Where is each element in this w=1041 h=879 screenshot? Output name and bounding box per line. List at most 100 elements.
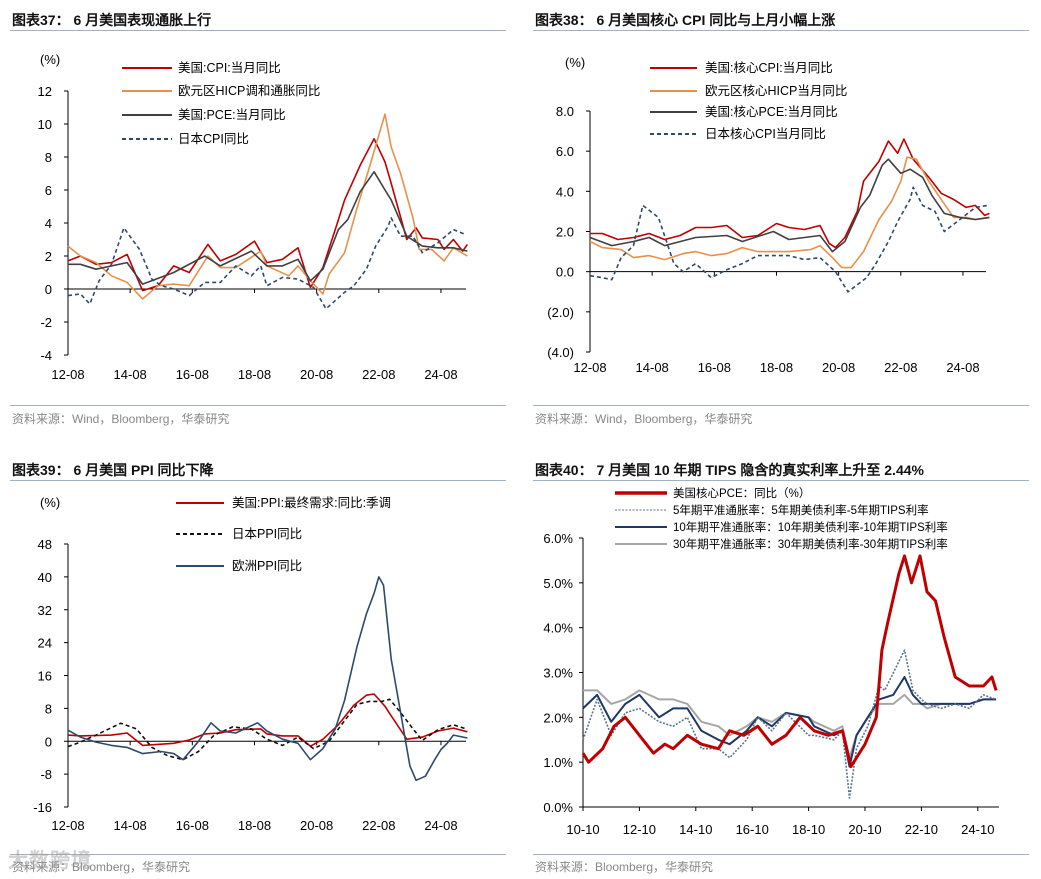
x-tick-label: 20-08 <box>300 367 333 382</box>
x-tick-label: 24-10 <box>961 822 994 837</box>
legend-label: 美国:CPI:当月同比 <box>178 61 281 75</box>
y-tick-label: 8 <box>45 701 52 716</box>
y-tick-label: 0 <box>45 734 52 749</box>
legend-label: 美国:PPI:最终需求:同比:季调 <box>232 495 391 510</box>
y-tick-label: 6.0% <box>543 531 573 546</box>
y-tick-label: 2 <box>45 249 52 264</box>
x-tick-label: 18-08 <box>238 367 271 382</box>
x-tick-label: 16-10 <box>736 822 769 837</box>
y-tick-label: -8 <box>40 767 52 782</box>
legend-label: 30年期平准通胀率：30年期美债利率-30年期TIPS利率 <box>673 537 948 551</box>
y-tick-label: 24 <box>38 636 52 651</box>
x-tick-label: 20-08 <box>822 360 855 375</box>
x-tick-label: 24-08 <box>424 818 457 833</box>
x-tick-label: 14-10 <box>679 822 712 837</box>
x-tick-label: 12-08 <box>573 360 606 375</box>
series-line-2 <box>582 676 997 768</box>
y-tick-label: (4.0) <box>547 345 574 360</box>
y-tick-label: 2.0 <box>556 225 574 240</box>
y-tick-label: 8 <box>45 150 52 165</box>
y-tick-label: (2.0) <box>547 305 574 320</box>
y-tick-label: 32 <box>38 603 52 618</box>
divider <box>533 405 1029 406</box>
x-tick-label: 16-08 <box>698 360 731 375</box>
y-axis-unit: (%) <box>40 495 60 510</box>
x-tick-label: 16-08 <box>176 818 209 833</box>
divider <box>10 480 506 481</box>
y-tick-label: 10 <box>38 117 52 132</box>
legend-label: 日本核心CPI当月同比 <box>705 127 826 141</box>
x-tick-label: 18-08 <box>760 360 793 375</box>
x-tick-label: 22-08 <box>884 360 917 375</box>
y-tick-label: -16 <box>33 800 52 815</box>
chart37-title: 图表37： 6 月美国表现通胀上行 <box>12 12 212 28</box>
y-axis-unit: (%) <box>40 52 60 67</box>
x-tick-label: 16-08 <box>176 367 209 382</box>
x-tick-label: 22-10 <box>905 822 938 837</box>
y-tick-label: 6 <box>45 183 52 198</box>
x-tick-label: 12-10 <box>623 822 656 837</box>
series-line-2 <box>68 171 468 285</box>
legend-label: 欧元区HICP调和通胀同比 <box>178 84 320 98</box>
chart38-title: 图表38： 6 月美国核心 CPI 同比与上月小幅上涨 <box>535 12 836 28</box>
x-tick-label: 14-08 <box>114 818 147 833</box>
y-tick-label: 8.0 <box>556 104 574 119</box>
legend-label: 10年期平准通胀率：10年期美债利率-10年期TIPS利率 <box>673 520 948 534</box>
x-tick-label: 22-08 <box>362 367 395 382</box>
legend-label: 美国:PCE:当月同比 <box>178 108 286 122</box>
divider <box>10 405 506 406</box>
x-tick-label: 10-10 <box>566 822 599 837</box>
chart39-source: 资料来源：Bloomberg，华泰研究 <box>12 860 191 874</box>
divider <box>533 30 1029 31</box>
series-line-1 <box>582 649 997 799</box>
y-tick-label: 4 <box>45 216 52 231</box>
series-line-3 <box>589 186 988 293</box>
y-tick-label: 5.0% <box>543 576 573 591</box>
legend-label: 日本CPI同比 <box>178 132 249 146</box>
y-axis-unit: (%) <box>565 55 585 70</box>
series-line-2 <box>589 158 990 253</box>
chart37-source: 资料来源：Wind，Bloomberg，华泰研究 <box>12 412 230 426</box>
legend-label: 欧元区核心HICP当月同比 <box>705 84 847 98</box>
series-line-3 <box>67 217 467 310</box>
divider <box>533 854 1029 855</box>
legend-label: 美国:核心PCE:当月同比 <box>705 105 838 119</box>
x-tick-label: 24-08 <box>946 360 979 375</box>
series-line-3 <box>583 689 997 759</box>
series-line-0 <box>590 138 990 249</box>
y-tick-label: 0.0% <box>543 800 573 815</box>
legend-label: 日本PPI同比 <box>232 527 302 541</box>
y-tick-label: 2.0% <box>543 710 573 725</box>
x-tick-label: 20-10 <box>848 822 881 837</box>
series-line-0 <box>67 693 468 747</box>
legend-label: 欧洲PPI同比 <box>232 559 302 573</box>
series-line-0 <box>581 554 998 769</box>
divider <box>10 30 506 31</box>
series-line-0 <box>67 138 469 292</box>
chart38-source: 资料来源：Wind，Bloomberg，华泰研究 <box>535 412 753 426</box>
series-line-2 <box>67 576 468 782</box>
divider <box>10 854 506 855</box>
x-tick-label: 18-08 <box>238 818 271 833</box>
y-tick-label: 4.0% <box>543 621 573 636</box>
series-line-1 <box>589 156 990 269</box>
x-tick-label: 22-08 <box>362 818 395 833</box>
y-tick-label: 16 <box>38 669 52 684</box>
x-tick-label: 14-08 <box>636 360 669 375</box>
y-tick-label: -4 <box>40 348 52 363</box>
legend-label: 美国:核心CPI:当月同比 <box>705 61 833 75</box>
y-tick-label: 4.0 <box>556 184 574 199</box>
legend-label: 5年期平准通胀率：5年期美债利率-5年期TIPS利率 <box>673 503 929 517</box>
chart40-title: 图表40： 7 月美国 10 年期 TIPS 隐含的真实利率上升至 2.44% <box>535 462 924 478</box>
y-tick-label: 6.0 <box>556 144 574 159</box>
x-tick-label: 12-08 <box>51 818 84 833</box>
x-tick-label: 14-08 <box>114 367 147 382</box>
series-line-1 <box>67 113 468 300</box>
y-tick-label: 1.0% <box>543 755 573 770</box>
y-tick-label: 40 <box>38 570 52 585</box>
y-tick-label: -2 <box>40 315 52 330</box>
x-tick-label: 20-08 <box>300 818 333 833</box>
y-tick-label: 12 <box>38 84 52 99</box>
